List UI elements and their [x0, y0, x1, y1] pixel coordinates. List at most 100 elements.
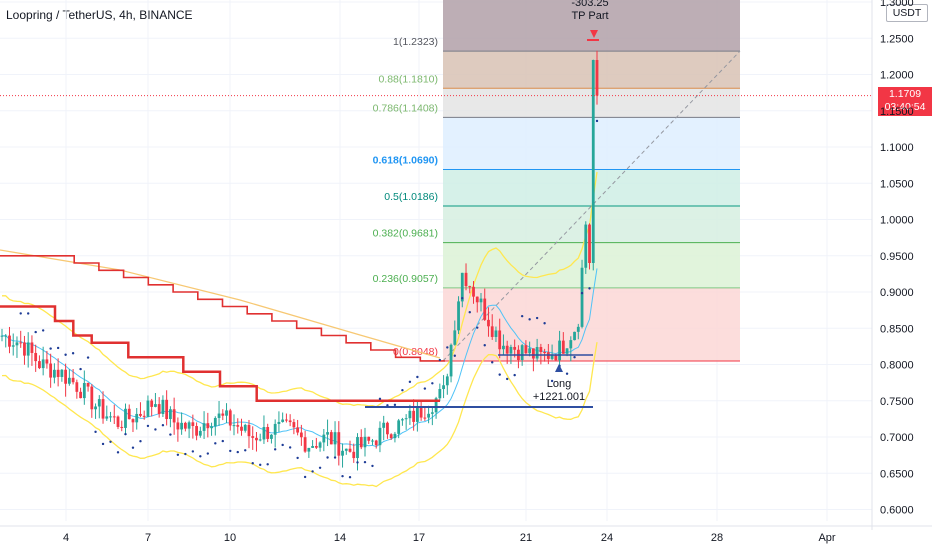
candle-body	[225, 410, 228, 416]
candle-body	[8, 335, 11, 347]
y-tick-label: 1.3000	[880, 0, 914, 9]
candle-body	[131, 419, 135, 423]
sar-dot	[326, 456, 329, 459]
x-tick-label: 7	[145, 532, 151, 544]
long-value: +1221.001	[533, 391, 585, 403]
candle-body	[389, 434, 393, 439]
y-tick-label: 0.9500	[880, 251, 914, 263]
fib-zone	[443, 88, 740, 118]
candle-body	[0, 335, 4, 337]
candle-body	[210, 426, 213, 429]
sar-dot	[229, 449, 232, 453]
candle-body	[142, 415, 146, 417]
candle-body	[64, 369, 68, 384]
candle-body	[243, 424, 247, 431]
candle-body	[288, 420, 292, 423]
fib-level-label: 0.618(1.0690)	[373, 154, 438, 166]
candle-body	[520, 345, 524, 361]
candle-body	[247, 424, 251, 437]
candle-body	[266, 427, 270, 439]
fibonacci-retracement[interactable]: 1(1.2323) 0.88(1.1810) 0.786(1.1408) 0.618(…	[373, 0, 741, 362]
candle-body	[198, 430, 202, 436]
x-tick-label: 24	[601, 532, 613, 544]
sar-dot	[273, 448, 277, 451]
sar-dot	[535, 316, 539, 320]
candle-body	[240, 426, 243, 431]
candle-body	[154, 404, 157, 407]
candle-body	[415, 406, 419, 422]
candle-body	[79, 391, 82, 399]
sar-dot	[109, 440, 112, 443]
y-tick-label: 0.7000	[880, 432, 914, 444]
candle-body	[427, 413, 431, 418]
candle-body	[258, 439, 262, 441]
sar-dot	[199, 455, 202, 458]
x-tick-label: 10	[224, 532, 236, 544]
candle-body	[494, 330, 498, 337]
bar-countdown: 03:40:54	[884, 101, 926, 113]
candle-body	[329, 432, 333, 445]
candle-body	[232, 425, 236, 427]
candle-body	[236, 425, 240, 427]
sar-dot	[461, 297, 464, 300]
sar-dot	[94, 430, 97, 434]
sar-dot	[431, 382, 434, 385]
trade-annotations[interactable]: -303.25 TP Part Long +1221.001	[533, 0, 609, 403]
candle-body	[367, 436, 371, 441]
sar-dot	[79, 367, 82, 371]
sar-dot	[169, 433, 172, 436]
sar-dot	[588, 287, 591, 290]
candle-body	[228, 410, 232, 426]
candle-body	[352, 451, 356, 459]
sar-dot	[595, 119, 599, 123]
candle-body	[558, 340, 561, 361]
fib-zone	[443, 169, 740, 207]
fib-zone	[443, 242, 740, 288]
candle-body	[303, 437, 307, 452]
candle-body	[101, 399, 105, 419]
upper-band	[2, 171, 598, 408]
candle-body	[251, 436, 255, 438]
candle-body	[139, 413, 142, 416]
candle-body	[97, 399, 101, 407]
sar-dot	[124, 432, 127, 436]
chart-header: Loopring / TetherUS, 4h, BINANCE	[6, 8, 193, 22]
candle-body	[161, 399, 165, 414]
sar-dot	[71, 352, 75, 355]
x-tick-label: 17	[413, 532, 425, 544]
sar-dot	[236, 450, 239, 454]
fib-level-label: 0.382(0.9681)	[373, 228, 438, 240]
candle-body	[168, 409, 172, 420]
tp-marker	[590, 30, 598, 38]
candle-body	[423, 417, 427, 419]
candle-body	[509, 346, 513, 354]
sar-dot	[565, 372, 569, 375]
last-price-value: 1.1709	[888, 88, 922, 100]
y-tick-label: 0.6500	[880, 468, 914, 480]
candle-body	[573, 331, 576, 341]
sar-dot	[311, 470, 314, 473]
fib-trend-line	[442, 50, 741, 362]
candle-body	[176, 422, 180, 430]
candle-body	[23, 342, 26, 356]
y-tick-label: 0.8500	[880, 323, 914, 335]
sar-dot	[356, 461, 359, 464]
candle-body	[26, 342, 30, 356]
candle-body	[146, 400, 150, 417]
candle-body	[49, 363, 53, 378]
long-label: Long	[547, 378, 571, 390]
fib-level-label: 1(1.2323)	[393, 36, 438, 48]
candle-body	[299, 432, 303, 438]
candle-body	[202, 423, 206, 431]
trail-stop-line	[0, 305, 440, 403]
candle-body	[513, 346, 517, 350]
sar-dot	[266, 463, 269, 466]
candle-body	[109, 416, 112, 418]
sar-dot	[341, 474, 344, 478]
bollinger-bands	[1, 171, 598, 488]
fib-level-label: 0(0.8048)	[393, 346, 438, 358]
candle-body	[52, 369, 56, 378]
lower-band	[1, 342, 598, 488]
currency-selector[interactable]: USDT	[886, 4, 928, 22]
